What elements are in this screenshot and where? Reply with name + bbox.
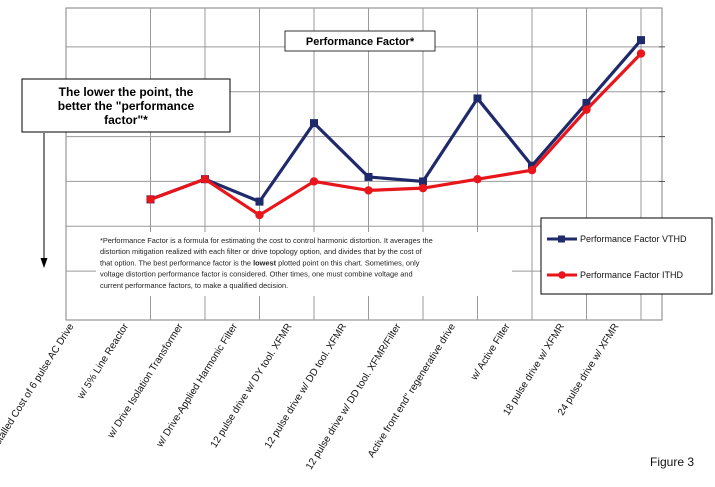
figure-label: Figure 3 (650, 455, 694, 469)
x-tick-label: 24 pulse drive w/ XFMR (556, 322, 622, 418)
series-line (149, 52, 643, 217)
data-point (419, 177, 427, 186)
x-tick-label: Installed Cost of 6 pulse AC Drive (0, 321, 77, 454)
legend-marker (558, 235, 565, 243)
footnote-line: current performance factors, to make a q… (100, 281, 288, 290)
callout-arrow-head (40, 258, 48, 268)
footnote-line: *Performance Factor is a formula for est… (100, 236, 433, 245)
legend-label: Performance Factor ITHD (580, 270, 684, 280)
footnote-line: distortion mitigation realized with each… (100, 247, 423, 256)
data-point (309, 177, 319, 186)
legend-label: Performance Factor VTHD (580, 234, 687, 244)
data-point (582, 98, 591, 107)
data-point (528, 161, 536, 170)
legend-box (540, 217, 713, 295)
x-tick-label: w/ 5% Line Reactor (75, 321, 131, 402)
footnote-segment: voltage distortion performance factor is… (100, 270, 413, 279)
series-line (149, 39, 643, 204)
data-point (364, 172, 373, 181)
series-layer (146, 36, 646, 220)
data-point (200, 174, 210, 184)
x-tick-label: 12 pulse drive w/ DD tool. XFMR/Filter (304, 321, 404, 472)
footnote-text: *Performance Factor is a formula for est… (100, 236, 433, 290)
legend: Performance Factor VTHD Performance Facto… (547, 234, 687, 280)
data-point (473, 94, 482, 103)
legend-marker (558, 271, 566, 279)
footnote-line: that option. The best performance factor… (100, 258, 420, 267)
callout-line: factor"* (104, 113, 148, 127)
series-ithd (146, 49, 646, 220)
chart-title: Performance Factor* (306, 36, 415, 48)
data-point (255, 210, 264, 220)
x-axis-labels: Installed Cost of 6 pulse AC Drive w/ 5% … (0, 321, 622, 472)
callout-line: The lower the point, the (59, 85, 194, 99)
callout-text: The lower the point, the better the "perf… (58, 85, 195, 127)
callout-line: better the "performance (58, 99, 195, 113)
footnote-line: voltage distortion performance factor is… (100, 270, 413, 279)
x-tick-label: 18 pulse drive w/ XFMR (501, 322, 567, 418)
data-point (310, 119, 318, 128)
data-point (418, 183, 428, 193)
data-point (146, 195, 155, 204)
chart-title-box (284, 30, 436, 52)
data-point (637, 36, 645, 45)
data-point (255, 197, 264, 206)
data-point (636, 49, 646, 58)
x-tick-label: Active front end" regenerative drive (366, 321, 458, 459)
x-tick-label: w/ Active Filter (469, 321, 513, 383)
footnote-segment: plotted point on this chart. Sometimes, … (276, 258, 420, 267)
callout-box (21, 78, 231, 133)
footnote-segment: *Performance Factor is a formula for est… (100, 236, 433, 245)
data-point (473, 174, 482, 184)
data-point (582, 105, 591, 114)
footnote-segment: lowest (253, 258, 277, 267)
footnote-segment: current performance factors, to make a q… (100, 281, 288, 290)
footnote-segment: distortion mitigation realized with each… (100, 247, 423, 256)
footnote-segment: that option. The best performance factor… (100, 258, 253, 267)
data-point (364, 186, 373, 195)
footnote-box (96, 232, 512, 296)
data-point (527, 166, 537, 175)
